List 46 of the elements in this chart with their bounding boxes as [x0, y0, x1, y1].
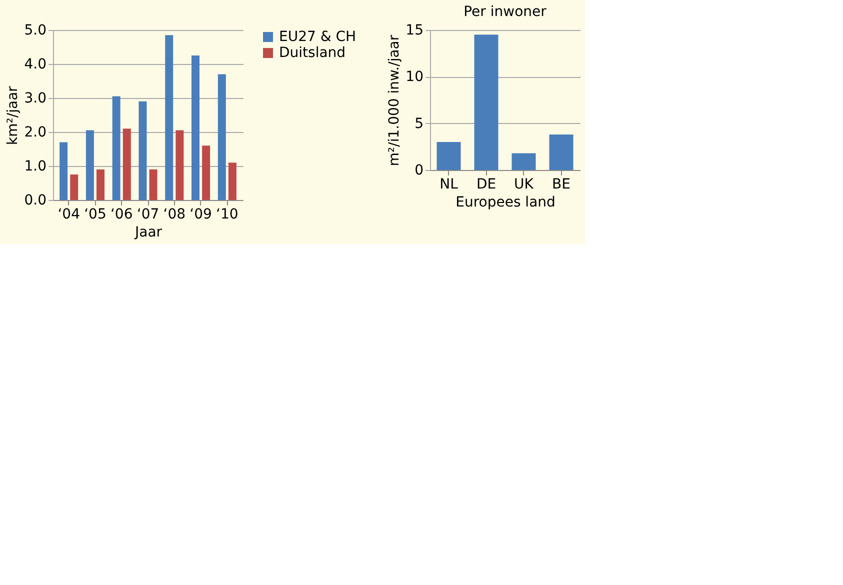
bar: [228, 162, 236, 200]
y-axis-title: km²/jaar: [5, 86, 22, 145]
x-tick-label: ‘06: [110, 206, 133, 222]
x-tick-label: ‘05: [84, 206, 106, 222]
bar: [96, 169, 104, 200]
bar: [70, 174, 78, 200]
bar: [218, 74, 226, 200]
y-axis-title: m²/i1.000 inw./jaar: [386, 34, 403, 166]
y-tick-label: 0.0: [24, 192, 46, 208]
x-tick-label: DE: [476, 176, 496, 192]
bar: [202, 146, 210, 200]
bar: [138, 101, 147, 200]
bar: [474, 34, 498, 170]
x-axis-title: Europees land: [456, 194, 556, 210]
y-tick-label: 10: [406, 69, 424, 86]
y-tick-label: 4.0: [24, 56, 46, 72]
bar: [60, 142, 68, 200]
x-tick-label: ‘10: [216, 206, 238, 222]
bar: [112, 96, 120, 200]
x-tick-label: ‘07: [136, 206, 160, 222]
bar: [549, 134, 574, 170]
chart-title: Per inwoner: [464, 4, 547, 20]
y-tick-label: 5.0: [24, 22, 46, 38]
x-tick-label: UK: [514, 176, 534, 192]
y-tick-label: 5: [414, 116, 424, 132]
legend-label: EU27 & CH: [279, 29, 356, 45]
y-tick-label: 15: [406, 22, 424, 38]
legend-label: Duitsland: [279, 45, 346, 61]
x-tick-label: ‘09: [190, 206, 212, 222]
bar: [436, 142, 461, 170]
y-tick-label: 1.0: [24, 158, 46, 174]
x-axis-title: Jaar: [134, 224, 162, 240]
y-tick-label: 3.0: [24, 90, 46, 106]
y-tick-label: 0: [414, 162, 424, 178]
bar: [192, 56, 200, 200]
bar: [176, 130, 184, 200]
bar: [165, 35, 174, 200]
y-tick-label: 2.0: [24, 124, 46, 140]
bar: [86, 130, 94, 200]
bar: [122, 128, 131, 200]
x-tick-label: BE: [552, 176, 570, 192]
x-tick-label: ‘08: [163, 206, 186, 222]
bar: [512, 153, 536, 170]
x-tick-label: NL: [440, 176, 458, 192]
bar: [149, 169, 158, 200]
x-tick-label: ‘04: [58, 206, 80, 222]
